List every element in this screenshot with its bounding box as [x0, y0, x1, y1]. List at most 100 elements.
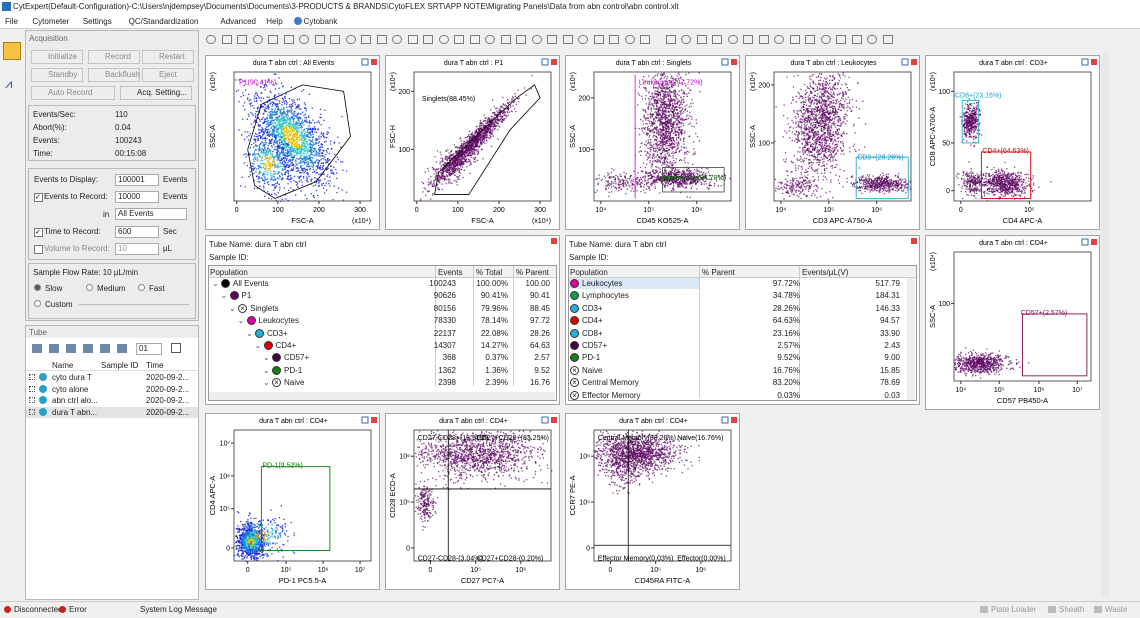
event-dot [273, 171, 274, 172]
x-tick-label: 0 [235, 207, 239, 214]
event-dot [267, 161, 268, 162]
event-dot [683, 101, 684, 102]
event-dot [263, 167, 264, 168]
event-dot [253, 108, 254, 109]
event-dot [267, 182, 268, 183]
event-dot [273, 133, 274, 134]
event-dot [641, 142, 642, 143]
event-dot [291, 104, 292, 105]
event-dot [450, 156, 451, 157]
event-dot [452, 162, 453, 163]
event-dot [266, 168, 267, 169]
event-dot [318, 163, 319, 164]
event-dot [261, 130, 262, 131]
event-dot [309, 120, 310, 121]
event-dot [265, 156, 266, 157]
event-dot [269, 136, 270, 137]
event-dot [663, 103, 664, 104]
event-dot [447, 167, 448, 168]
event-dot [300, 157, 301, 158]
event-dot [300, 132, 301, 133]
event-dot [300, 190, 301, 191]
event-dot [422, 182, 423, 183]
event-dot [644, 109, 645, 110]
event-dot [273, 102, 274, 103]
event-dot [292, 159, 293, 160]
event-dot [319, 141, 320, 142]
event-dot [264, 132, 265, 133]
event-dot [646, 123, 647, 124]
event-dot [669, 119, 670, 120]
event-dot [276, 114, 277, 115]
event-dot [474, 143, 475, 144]
event-dot [466, 137, 467, 138]
event-dot [255, 93, 256, 94]
event-dot [309, 133, 310, 134]
event-dot [257, 134, 258, 135]
event-dot [263, 98, 264, 99]
event-dot [269, 164, 270, 165]
event-dot [301, 180, 302, 181]
event-dot [513, 102, 514, 103]
event-dot [452, 155, 453, 156]
event-dot [313, 151, 314, 152]
event-dot [454, 174, 455, 175]
event-dot [471, 133, 472, 134]
event-dot [482, 137, 483, 138]
event-dot [670, 104, 671, 105]
x-tick-label: 200 [313, 207, 325, 214]
event-dot [287, 156, 288, 157]
event-dot [296, 127, 297, 128]
event-dot [309, 122, 310, 123]
y-axis-label: SSC-A [208, 125, 217, 148]
event-dot [287, 158, 288, 159]
event-dot [301, 125, 302, 126]
event-dot [267, 106, 268, 107]
event-dot [472, 152, 473, 153]
event-dot [288, 125, 289, 126]
event-dot [305, 131, 306, 132]
event-dot [276, 83, 277, 84]
event-dot [260, 100, 261, 101]
event-dot [428, 170, 429, 171]
event-dot [287, 119, 288, 120]
event-dot [280, 176, 281, 177]
event-dot [268, 120, 269, 121]
event-dot [281, 178, 282, 179]
event-dot [531, 75, 532, 76]
event-dot [253, 147, 254, 148]
event-dot [254, 157, 255, 158]
event-dot [324, 157, 325, 158]
event-dot [280, 121, 281, 122]
plot-panel[interactable]: dura T abn ctrl : SingletsLeukocytes(97.… [565, 55, 740, 230]
event-dot [506, 115, 507, 116]
event-dot [281, 120, 282, 121]
event-dot [654, 157, 655, 158]
event-dot [285, 156, 286, 157]
event-dot [496, 107, 497, 108]
event-dot [434, 169, 435, 170]
event-dot [315, 155, 316, 156]
event-dot [295, 161, 296, 162]
event-dot [456, 176, 457, 177]
event-dot [667, 153, 668, 154]
event-dot [324, 178, 325, 179]
plot-title: dura T abn ctrl : All Events [253, 60, 335, 67]
event-dot [330, 170, 331, 171]
event-dot [475, 144, 476, 145]
event-dot [331, 173, 332, 174]
event-dot [274, 74, 275, 75]
event-dot [276, 200, 277, 201]
event-dot [270, 91, 271, 92]
event-dot [663, 139, 664, 140]
event-dot [473, 140, 474, 141]
event-dot [273, 142, 274, 143]
event-dot [270, 134, 271, 135]
event-dot [307, 134, 308, 135]
event-dot [271, 198, 272, 199]
event-dot [459, 172, 460, 173]
event-dot [300, 167, 301, 168]
event-dot [449, 155, 450, 156]
